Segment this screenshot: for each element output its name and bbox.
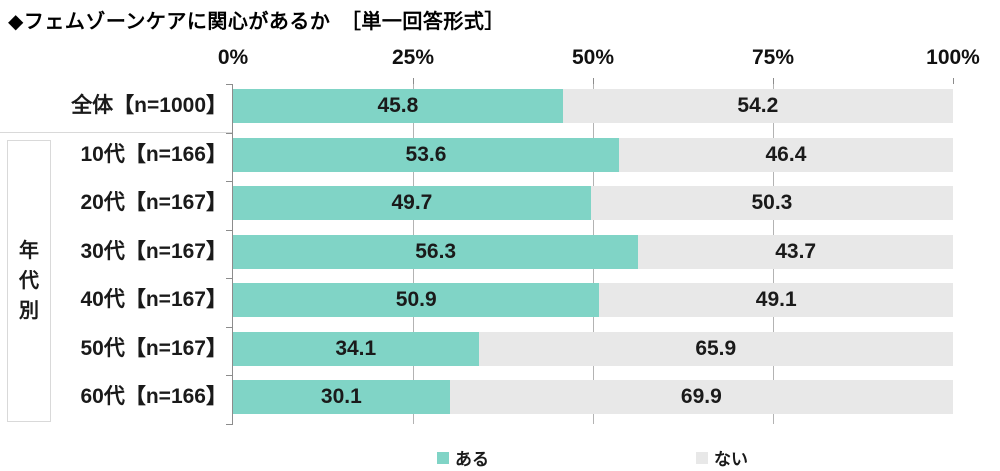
value-label: 69.9 <box>680 385 722 409</box>
category-axis-tick <box>226 424 233 425</box>
legend-item: ある <box>437 445 489 470</box>
legend-label: ない <box>714 450 748 469</box>
value-label: 65.9 <box>695 336 737 360</box>
bar-segment-yes: 56.3 <box>233 234 639 269</box>
legend: ある ない <box>0 445 1000 470</box>
category-axis-tick <box>226 230 233 231</box>
category-axis-tick <box>226 84 233 85</box>
legend-label: ある <box>455 450 489 469</box>
legend-swatch-icon <box>437 451 449 464</box>
bar-segment-yes: 34.1 <box>233 331 479 366</box>
bar-segment-yes: 30.1 <box>233 380 450 415</box>
bar-segment-no: 49.1 <box>599 283 953 318</box>
row-label: 全体【n=1000】 <box>71 94 227 117</box>
category-axis-tick <box>226 327 233 328</box>
category-axis-tick <box>226 375 233 376</box>
value-label: 49.7 <box>391 191 433 215</box>
row-label: 20代【n=167】 <box>80 191 228 215</box>
category-axis-tick <box>226 181 233 182</box>
row-label: 40代【n=167】 <box>80 288 228 312</box>
value-axis-tick <box>953 78 954 84</box>
bar-segment-no: 65.9 <box>478 331 953 366</box>
value-axis-tick <box>413 78 414 84</box>
age-group-box: 年代別 <box>7 140 51 422</box>
category-axis-tick <box>226 278 233 279</box>
row-label: 10代【n=166】 <box>80 142 228 166</box>
value-label: 50.3 <box>751 191 793 215</box>
value-axis-tick <box>593 78 594 84</box>
bar-segment-no: 46.4 <box>618 137 953 172</box>
legend-swatch-icon <box>696 451 708 464</box>
x-axis-tick-label: 25% <box>391 46 435 69</box>
bar-segment-no: 50.3 <box>590 186 953 221</box>
bar-row: 53.6 46.4 <box>233 137 953 172</box>
bar-segment-no: 69.9 <box>449 380 953 415</box>
row-label: 60代【n=166】 <box>80 385 228 409</box>
bar-segment-yes: 50.9 <box>233 283 600 318</box>
value-label: 43.7 <box>775 239 817 263</box>
age-group-label-char: 代 <box>19 270 39 292</box>
bar-segment-no: 54.2 <box>562 89 953 123</box>
plot-area: 45.8 54.2 53.6 46.4 49.7 50.3 56.3 43.7 50.9 49.1… <box>226 78 954 425</box>
page-title: ◆フェムゾーンケアに関心があるか ［単一回答形式］ <box>8 11 505 33</box>
bar-row: 50.9 49.1 <box>233 283 953 318</box>
x-axis-tick-label: 0% <box>217 46 249 69</box>
x-axis-tick-label: 75% <box>751 46 795 69</box>
value-label: 46.4 <box>765 142 807 166</box>
bar-row: 56.3 43.7 <box>233 234 953 269</box>
legend-item: ない <box>696 445 748 470</box>
value-label: 50.9 <box>395 288 437 312</box>
category-axis-line <box>232 84 233 424</box>
bar-row: 49.7 50.3 <box>233 186 953 221</box>
bar-segment-yes: 53.6 <box>233 137 619 172</box>
bar-row: 45.8 54.2 <box>233 89 953 123</box>
value-label: 45.8 <box>377 94 419 117</box>
row-label: 30代【n=167】 <box>80 239 228 263</box>
age-group-label-char: 年 <box>19 240 39 262</box>
bar-segment-yes: 49.7 <box>233 186 591 221</box>
value-label: 53.6 <box>405 142 447 166</box>
value-axis-tick <box>773 78 774 84</box>
value-label: 54.2 <box>737 94 779 117</box>
value-label: 56.3 <box>415 239 457 263</box>
value-label: 30.1 <box>320 385 362 409</box>
bar-segment-yes: 45.8 <box>233 89 563 123</box>
bar-row: 34.1 65.9 <box>233 331 953 366</box>
row-label: 50代【n=167】 <box>80 336 228 360</box>
x-axis-tick-label: 50% <box>571 46 615 69</box>
age-group-label-char: 別 <box>19 300 39 322</box>
separator-line <box>0 132 233 133</box>
bar-segment-no: 43.7 <box>638 234 953 269</box>
bar-row: 30.1 69.9 <box>233 380 953 415</box>
category-axis-tick <box>226 133 233 134</box>
value-label: 34.1 <box>335 336 377 360</box>
value-label: 49.1 <box>755 288 797 312</box>
x-axis-tick-label: 100% <box>926 46 980 69</box>
